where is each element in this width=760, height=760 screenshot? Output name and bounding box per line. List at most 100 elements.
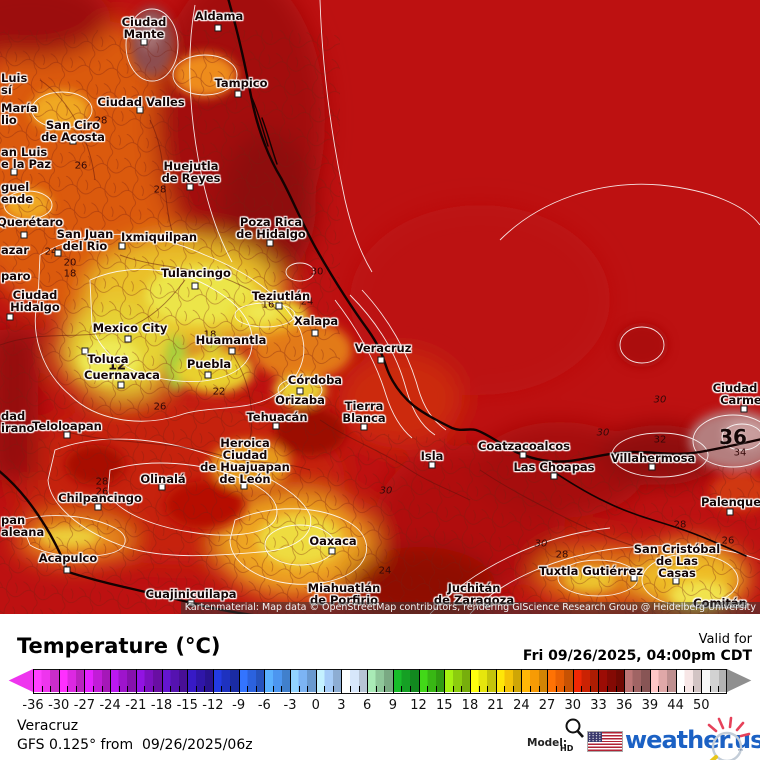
scale-tick-label: 18 <box>461 698 479 713</box>
city-marker <box>186 183 194 191</box>
hd-model-selector[interactable]: HD <box>560 716 586 756</box>
region-name: Veracruz <box>17 718 79 734</box>
city-label: Las Choapas <box>513 460 595 474</box>
valid-datetime: Fri 09/26/2025, 04:00pm CDT <box>522 648 752 664</box>
city-label: Ciudad de Carmen <box>712 381 760 408</box>
scale-tick-label: 3 <box>337 698 346 713</box>
scale-subtick <box>247 686 249 692</box>
scale-tick-label: -21 <box>125 698 147 713</box>
scale-subtick <box>375 686 377 692</box>
valid-time-block: Valid for Fri 09/26/2025, 04:00pm CDT <box>523 632 752 664</box>
us-flag-icon[interactable] <box>587 731 623 752</box>
city-marker <box>94 503 102 511</box>
scale-subtick <box>427 686 429 692</box>
city-label: Ixmiquilpan <box>120 230 198 244</box>
city-marker <box>117 381 125 389</box>
city-marker <box>204 371 212 379</box>
scale-tick-label: -3 <box>283 698 297 713</box>
scale-segment <box>572 669 600 692</box>
city-marker <box>191 282 199 290</box>
scale-tick <box>315 669 317 694</box>
city-marker <box>630 574 638 582</box>
scale-subtick <box>632 686 634 692</box>
scale-tick <box>469 669 471 694</box>
scale-subtick <box>504 686 506 692</box>
scale-tick-label: -18 <box>150 698 173 713</box>
city-label: Cuernavaca <box>84 368 160 382</box>
scale-subtick <box>307 686 309 692</box>
city-marker <box>63 566 71 574</box>
scale-tick <box>418 669 420 694</box>
contour-value-label: 34 <box>733 447 747 459</box>
scale-tick <box>572 669 574 694</box>
scale-tick-label: -15 <box>176 698 198 713</box>
contour-value-label: 28 <box>153 184 167 196</box>
contour-value-label: 36 <box>719 425 747 449</box>
city-label: Acapulco <box>38 551 98 565</box>
city-marker <box>311 329 319 337</box>
scale-segment <box>84 669 111 692</box>
city-label: Isla <box>420 449 444 463</box>
scale-tick <box>264 669 266 694</box>
contour-value-label: 30 <box>379 485 393 497</box>
scale-subtick <box>118 686 120 692</box>
scale-tick <box>161 669 163 694</box>
city-marker <box>266 239 274 247</box>
city-marker <box>136 106 144 114</box>
map-field-art <box>0 0 760 614</box>
scale-subtick <box>255 686 257 692</box>
scale-segment <box>624 669 651 692</box>
city-label: Tulancingo <box>161 266 231 280</box>
weather-us-logo[interactable]: weather.us ™ <box>625 716 760 760</box>
city-label: Aldama <box>194 9 244 23</box>
scale-subtick <box>332 686 334 692</box>
temperature-map-canvas[interactable]: Kartenmaterial: Map data © OpenStreetMap… <box>0 0 760 614</box>
scale-subtick <box>529 686 531 692</box>
contour-value-label: 18 <box>63 268 77 280</box>
city-marker <box>20 231 28 239</box>
scale-tick <box>547 669 549 694</box>
scale-subtick <box>67 686 69 692</box>
city-marker <box>140 38 148 46</box>
contour-value-label: 26 <box>95 486 109 498</box>
legend-title: Temperature (°C) <box>17 634 221 658</box>
scale-subtick <box>281 686 283 692</box>
scale-tick-label: 27 <box>538 698 556 713</box>
scale-subtick <box>452 686 454 692</box>
scale-right-arrow <box>727 669 752 692</box>
scale-tick <box>58 669 60 694</box>
city-label: Querétaro <box>0 215 64 229</box>
city-label: Teziutlán <box>251 289 311 303</box>
city-marker <box>158 483 166 491</box>
scale-segment <box>547 669 574 692</box>
scale-subtick <box>409 686 411 692</box>
city-label: Xalapa <box>293 314 339 328</box>
flag-canton <box>588 732 602 743</box>
city-label: paro <box>1 269 31 283</box>
city-label: Puebla <box>186 357 232 371</box>
city-label: Poza Rica de Hidalgo <box>236 215 306 242</box>
scale-subtick <box>667 686 669 692</box>
city-label: Villahermosa <box>610 451 696 465</box>
scale-subtick <box>221 686 223 692</box>
scale-subtick <box>358 686 360 692</box>
scale-tick-label: 39 <box>641 698 659 713</box>
city-marker <box>234 90 242 98</box>
scale-subtick <box>581 686 583 692</box>
contour-value-label: 22 <box>212 386 226 398</box>
city-marker <box>740 405 748 413</box>
city-marker <box>726 508 734 516</box>
scale-subtick <box>350 686 351 692</box>
scale-subtick <box>709 686 711 692</box>
city-marker <box>648 463 656 471</box>
city-marker <box>296 387 304 395</box>
scale-segment <box>315 669 343 692</box>
scale-tick-label: 0 <box>311 698 320 713</box>
city-label: guel ende <box>1 180 34 207</box>
city-label: San Ciro de Acosta <box>41 118 105 145</box>
contour-value-label: 28 <box>94 115 108 127</box>
scale-subtick <box>658 686 660 692</box>
city-marker <box>118 242 126 250</box>
scale-tick <box>341 669 343 694</box>
